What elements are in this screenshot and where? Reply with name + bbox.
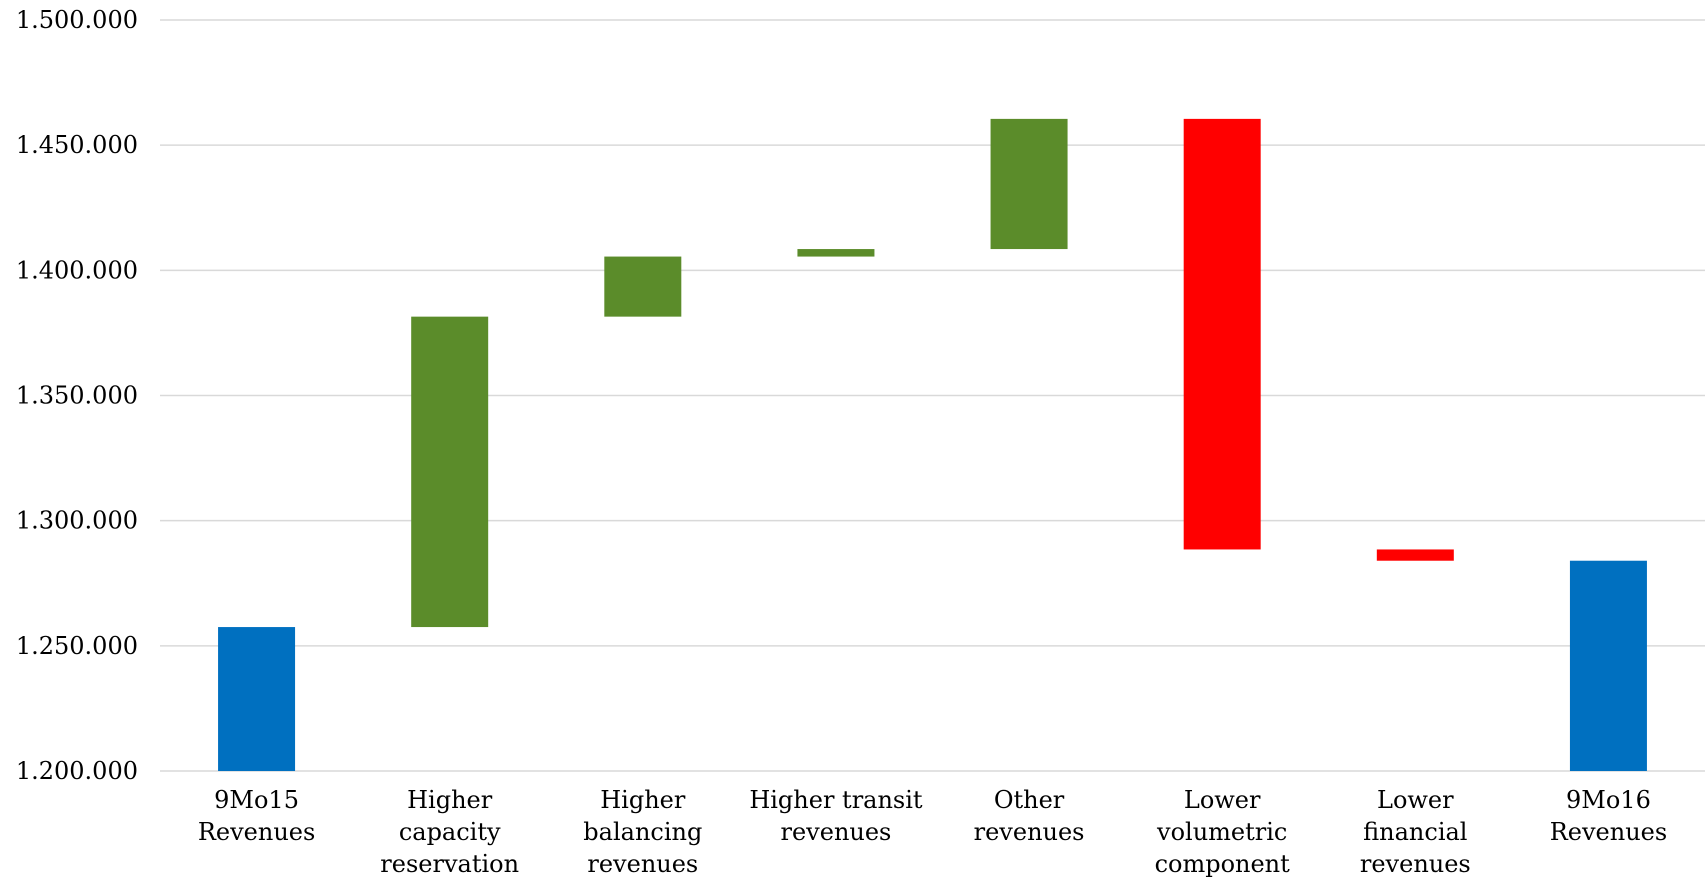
y-tick-label: 1.350.000: [16, 382, 138, 410]
x-tick-label-line: Other: [994, 786, 1065, 814]
x-tick-label: Higher capacity reservation: [380, 786, 519, 878]
x-tick-label: Lower financial revenues: [1360, 786, 1471, 878]
x-tick-label-line: revenues: [1360, 850, 1471, 878]
x-tick-label-line: balancing: [583, 818, 702, 846]
x-tick-label: Higher balancing revenues: [583, 786, 702, 878]
x-tick-label-line: 9Mo15: [214, 786, 299, 814]
x-tick-label-line: reservation: [380, 850, 519, 878]
x-tick-label-line: volumetric: [1156, 818, 1287, 846]
x-tick-label-line: 9Mo16: [1566, 786, 1651, 814]
x-tick-label-line: Higher: [600, 786, 686, 814]
bar-total: [218, 627, 296, 771]
x-tick-label: 9Mo16 Revenues: [1550, 786, 1667, 846]
bar-increase: [604, 256, 682, 317]
x-tick-label-line: revenues: [781, 818, 892, 846]
bar-decrease: [1376, 549, 1454, 561]
y-tick-label: 1.400.000: [16, 256, 138, 284]
bar-total: [1569, 560, 1647, 771]
bar-increase: [797, 249, 875, 257]
x-tick-label: Lower volumetric component: [1155, 786, 1291, 878]
x-tick-label-line: revenues: [587, 850, 698, 878]
x-tick-label: 9Mo15 Revenues: [198, 786, 315, 846]
x-tick-label-line: Higher transit: [749, 786, 923, 814]
x-tick-label-line: Revenues: [198, 818, 315, 846]
y-tick-label: 1.500.000: [16, 6, 138, 34]
x-tick-label-line: Higher: [407, 786, 493, 814]
x-tick-label: Other revenues: [974, 786, 1085, 846]
y-tick-label: 1.300.000: [16, 507, 138, 535]
x-tick-label-line: Lower: [1184, 786, 1261, 814]
x-tick-label-line: financial: [1363, 818, 1467, 846]
y-tick-label: 1.250.000: [16, 632, 138, 660]
bar-increase: [990, 118, 1068, 250]
bar-decrease: [1183, 118, 1261, 550]
x-tick-label-line: capacity: [399, 818, 501, 846]
x-tick-label-line: Lower: [1377, 786, 1454, 814]
y-tick-label: 1.200.000: [16, 757, 138, 785]
x-tick-label-line: revenues: [974, 818, 1085, 846]
x-tick-label-line: component: [1155, 850, 1291, 878]
bar-increase: [411, 316, 489, 628]
x-tick-label: Higher transit revenues: [749, 786, 923, 846]
x-tick-label-line: Revenues: [1550, 818, 1667, 846]
y-tick-label: 1.450.000: [16, 131, 138, 159]
